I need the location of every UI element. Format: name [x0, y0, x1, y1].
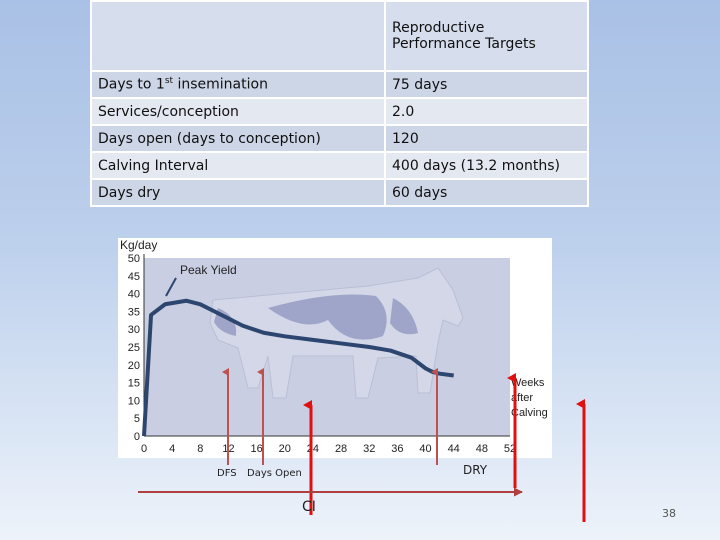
x-tick-label: 24: [307, 443, 319, 455]
x-tick-label: 4: [169, 443, 175, 455]
y-tick-label: 40: [128, 289, 140, 301]
header-empty-cell: [90, 0, 386, 72]
y-axis-label: Kg/day: [120, 238, 157, 252]
x-axis-label-line-3: Calving: [511, 407, 548, 419]
x-tick-label: 44: [448, 443, 460, 455]
x-tick-label: 32: [363, 443, 375, 455]
x-axis-label-line-1: Weeks: [511, 377, 545, 389]
y-tick-label: 15: [128, 378, 140, 390]
x-tick-label: 12: [222, 443, 234, 455]
header-title-line-1: Reproductive: [392, 20, 485, 36]
lactation-curve-line: [142, 298, 454, 437]
page-number: 38: [662, 507, 676, 520]
x-tick-label: 52: [504, 443, 516, 455]
row-label: Days open (days to conception): [90, 124, 386, 153]
row-value: 75 days: [384, 70, 589, 99]
days-open-label: Days Open: [247, 468, 302, 479]
y-tick-label: 50: [128, 253, 140, 265]
row-label: Calving Interval: [90, 151, 386, 180]
table-row: Days open (days to conception) 120: [90, 124, 589, 153]
ci-label: CI: [302, 499, 316, 515]
row-label: Days to 1st insemination: [90, 70, 386, 99]
x-tick-label: 48: [476, 443, 488, 455]
row-label: Services/conception: [90, 97, 386, 126]
header-title-line-2: Performance Targets: [392, 36, 536, 52]
y-tick-label: 5: [134, 413, 140, 425]
y-tick-label: 25: [128, 342, 140, 354]
y-tick-label: 35: [128, 306, 140, 318]
x-tick-label: 8: [197, 443, 203, 455]
row-value: 60 days: [384, 178, 589, 207]
dfs-label: DFS: [217, 468, 237, 479]
row-value: 120: [384, 124, 589, 153]
y-tick-label: 10: [128, 395, 140, 407]
x-tick-label: 36: [391, 443, 403, 455]
table-header-row: Reproductive Performance Targets: [90, 0, 589, 72]
y-tick-label: 0: [134, 431, 140, 443]
x-axis-label-line-2: after: [511, 392, 533, 404]
reproductive-targets-table: Reproductive Performance Targets Days to…: [90, 0, 589, 207]
table-row: Services/conception 2.0: [90, 97, 589, 126]
header-title-cell: Reproductive Performance Targets: [384, 0, 589, 72]
x-tick-label: 0: [141, 443, 147, 455]
peak-yield-pointer: [165, 277, 177, 297]
x-tick-label: 20: [279, 443, 291, 455]
cow-illustration: [209, 267, 464, 399]
chart-series: [142, 298, 454, 437]
table-row: Calving Interval 400 days (13.2 months): [90, 151, 589, 180]
y-tick-label: 20: [128, 360, 140, 372]
x-tick-label: 40: [419, 443, 431, 455]
y-tick-label: 30: [128, 324, 140, 336]
x-tick-label: 28: [335, 443, 347, 455]
y-tick-label: 45: [128, 271, 140, 283]
table-row: Days to 1st insemination 75 days: [90, 70, 589, 99]
x-tick-label: 16: [250, 443, 262, 455]
lactation-chart: 0 5 10 15 20 25 30 35 40 45 50 0 4 8 12 16 20 24 28 32 36 40 4…: [118, 238, 552, 458]
row-value: 400 days (13.2 months): [384, 151, 589, 180]
dry-label: DRY: [463, 463, 488, 477]
peak-yield-annotation: Peak Yield: [180, 263, 237, 277]
table-row: Days dry 60 days: [90, 178, 589, 207]
row-label: Days dry: [90, 178, 386, 207]
row-value: 2.0: [384, 97, 589, 126]
